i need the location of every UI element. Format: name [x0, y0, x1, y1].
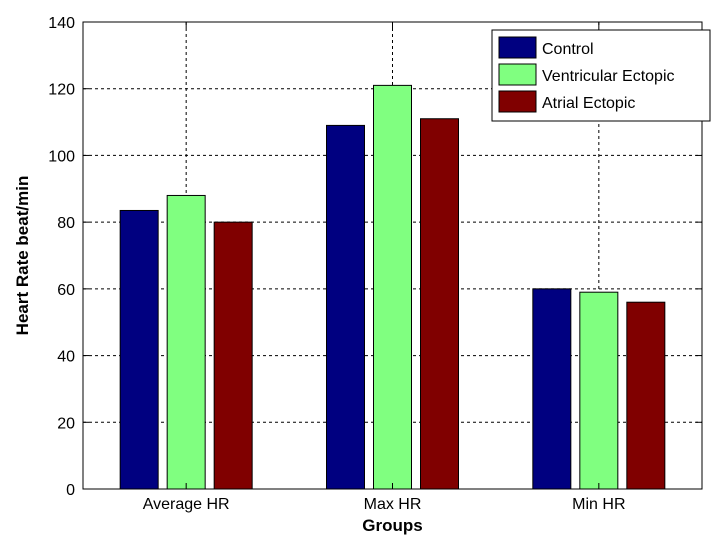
bar [626, 301, 666, 490]
bar [213, 221, 253, 490]
y-tick-label: 60 [57, 282, 75, 299]
legend: Control Ventricular Ectopic Atrial Ectopic [491, 29, 711, 122]
bar [166, 194, 206, 490]
y-tick-label: 0 [66, 482, 75, 499]
bar [532, 288, 572, 490]
y-tick-label: 100 [48, 148, 75, 165]
legend-swatch [498, 36, 537, 59]
legend-label: Control [542, 41, 594, 58]
bars-layer [119, 84, 666, 490]
bar [119, 209, 159, 490]
x-tick-label: Max HR [364, 496, 422, 513]
legend-swatch [498, 63, 537, 86]
y-tick-label: 40 [57, 349, 75, 366]
bar [420, 118, 459, 490]
x-tick-label: Min HR [572, 496, 625, 513]
y-tick-label: 120 [48, 82, 75, 99]
bar [326, 124, 365, 490]
legend-swatch [498, 90, 537, 113]
x-tick-label: Average HR [143, 496, 230, 513]
bar [579, 291, 619, 490]
ticks-layer: 0 20 40 60 80 100 120 140 Average HR Max HR Min HR [48, 15, 702, 513]
y-tick-label: 80 [57, 215, 75, 232]
y-tick-label: 20 [57, 415, 75, 432]
legend-label: Atrial Ectopic [542, 95, 635, 112]
x-axis-title: Groups [362, 516, 422, 535]
legend-label: Ventricular Ectopic [542, 68, 675, 85]
y-axis-title: Heart Rate beat/min [13, 176, 32, 336]
y-tick-label: 140 [48, 15, 75, 32]
bar [373, 84, 412, 490]
